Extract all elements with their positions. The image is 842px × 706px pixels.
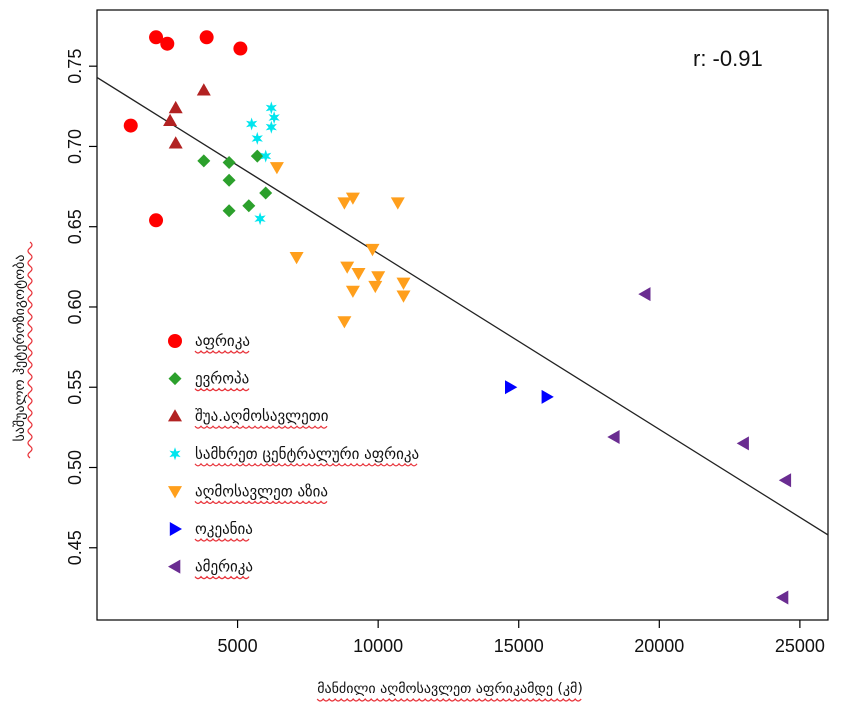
data-point-series-2: [197, 154, 211, 168]
legend-spellcheck-6: [194, 538, 250, 542]
x-tick-label: 5000: [218, 636, 258, 656]
y-axis-title-text: საშუალო ჰეტეროზიგოტობა: [11, 254, 28, 441]
data-point-series-7: [607, 430, 620, 444]
data-point-series-7: [736, 436, 749, 451]
x-axis-title: მანძილი აღმოსავლეთ აფრიკამდე (კმ): [316, 680, 583, 702]
data-point-series-1: [149, 30, 164, 45]
data-point-series-2: [222, 173, 236, 187]
regression-line-group: [97, 76, 828, 536]
data-point-series-2: [222, 156, 236, 169]
data-point-series-5: [345, 192, 360, 205]
y-axis: 0.45 0.50 0.55 0.60 0.65 0.70 0.75: [65, 49, 97, 565]
data-point-series-5: [337, 316, 352, 329]
data-point-series-5: [340, 261, 355, 274]
x-tick-label: 20000: [634, 636, 684, 656]
data-point-series-2: [222, 204, 236, 218]
data-point-series-5: [368, 280, 383, 294]
legend-label-1: აფრიკა: [195, 332, 250, 350]
legend-marker-7: [168, 559, 181, 574]
data-point-series-5: [390, 197, 405, 210]
data-point-series-6: [505, 380, 518, 395]
legend-marker-1: [168, 334, 182, 348]
x-axis-title-text: მანძილი აღმოსავლეთ აფრიკამდე (კმ): [317, 680, 583, 697]
data-point-series-7: [638, 287, 651, 302]
data-point-series-4: [254, 212, 266, 226]
legend-label-5: აღმოსავლეთ აზია: [195, 482, 328, 500]
legend-marker-4: [169, 447, 181, 461]
data-point-series-5: [345, 285, 360, 298]
data-point-series-4: [265, 101, 277, 115]
y-tick-label: 0.45: [65, 530, 85, 565]
data-point-series-1: [149, 213, 164, 228]
data-point-series-3: [196, 83, 211, 96]
data-point-series-5: [351, 268, 366, 281]
data-point-series-4: [251, 131, 263, 145]
data-point-series-4: [268, 111, 280, 125]
legend: აფრიკა ევროპა შუა.აღმოსავლეთი სამხრეთ ცენტრ…: [168, 332, 419, 580]
data-point-series-2: [259, 186, 273, 200]
x-axis: 5000 10000 15000 20000 25000: [218, 620, 825, 656]
y-axis-title-spellcheck: [27, 241, 33, 459]
legend-spellcheck-7: [194, 575, 250, 580]
data-point-series-6: [541, 389, 554, 404]
x-tick-label: 15000: [494, 636, 544, 656]
legend-spellcheck-4: [194, 462, 418, 467]
data-point-series-5: [337, 197, 352, 210]
y-axis-title: საშუალო ჰეტეროზიგოტობა: [11, 241, 33, 459]
y-tick-label: 0.75: [65, 49, 85, 84]
y-tick-label: 0.50: [65, 450, 85, 485]
legend-label-3: შუა.აღმოსავლეთი: [195, 407, 329, 425]
legend-spellcheck-3: [194, 425, 328, 429]
data-point-series-2: [250, 149, 264, 163]
x-tick-label: 25000: [775, 636, 825, 656]
y-tick-label: 0.65: [65, 209, 85, 244]
legend-spellcheck-2: [194, 387, 250, 392]
data-point-series-5: [371, 271, 386, 284]
data-point-series-5: [396, 277, 411, 290]
legend-label-4: სამხრეთ ცენტრალური აფრიკა: [195, 445, 419, 463]
data-point-series-7: [778, 473, 792, 488]
data-point-series-4: [265, 120, 277, 134]
data-point-series-3: [168, 100, 183, 114]
legend-marker-2: [168, 372, 182, 386]
data-point-series-5: [289, 252, 304, 265]
plot-frame: [96, 9, 829, 621]
data-point-series-1: [123, 118, 138, 133]
data-point-series-7: [776, 590, 789, 605]
data-point-series-5: [365, 243, 380, 257]
legend-label-7: ამერიკა: [195, 558, 253, 576]
data-point-series-4: [246, 117, 258, 131]
data-point-series-1: [199, 30, 214, 45]
data-point-series-3: [163, 113, 178, 126]
data-point-series-4: [260, 149, 272, 163]
data-point-series-5: [396, 290, 411, 303]
data-point-series-1: [233, 41, 248, 56]
regression-line: [97, 76, 828, 536]
correlation-annotation: r: -0.91: [693, 46, 763, 71]
legend-marker-3: [168, 409, 182, 422]
y-tick-label: 0.60: [65, 289, 85, 324]
legend-label-6: ოკეანია: [195, 520, 253, 538]
data-points: [123, 30, 792, 605]
legend-spellcheck-1: [194, 350, 250, 354]
legend-label-2: ევროპა: [195, 370, 249, 388]
legend-marker-6: [169, 522, 182, 536]
legend-spellcheck-5: [194, 500, 328, 504]
data-point-series-3: [168, 136, 183, 149]
data-point-series-5: [269, 162, 284, 175]
x-axis-title-spellcheck: [316, 698, 582, 702]
x-tick-label: 10000: [353, 636, 403, 656]
y-tick-label: 0.70: [65, 129, 85, 164]
y-tick-label: 0.55: [65, 370, 85, 405]
legend-marker-5: [168, 486, 182, 499]
data-point-series-2: [242, 199, 256, 213]
data-point-series-1: [160, 36, 175, 51]
